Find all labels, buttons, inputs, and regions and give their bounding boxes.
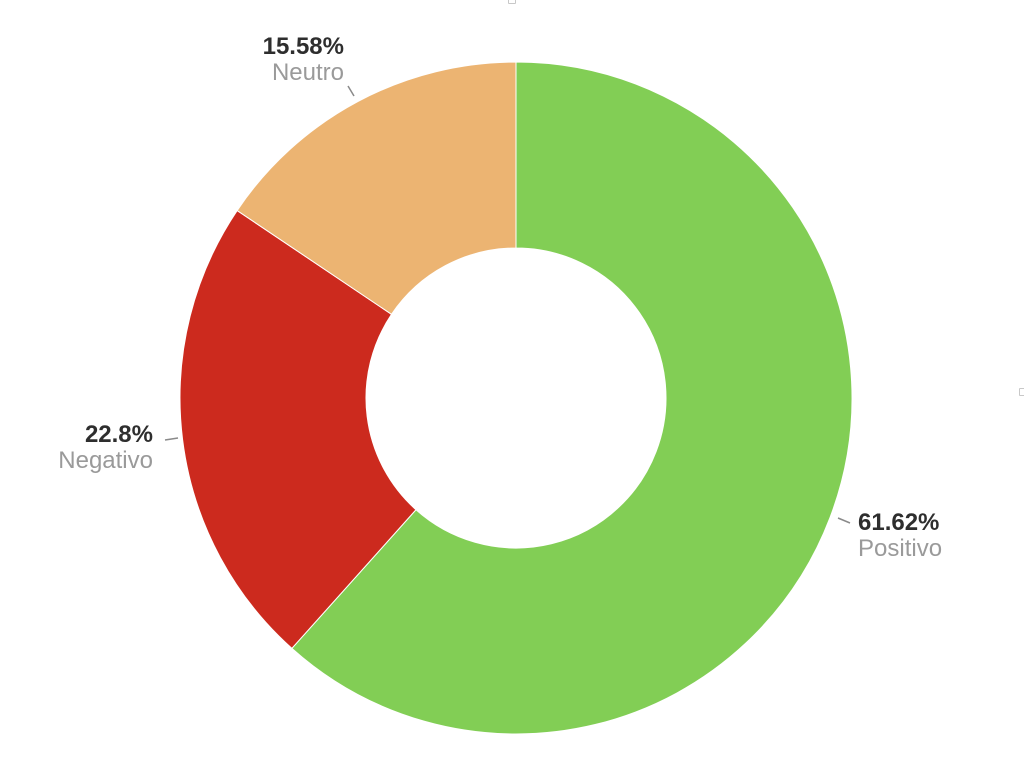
donut-slices xyxy=(179,61,853,735)
leader-line-neutro xyxy=(347,85,355,97)
slice-negativo[interactable] xyxy=(179,209,417,650)
category-label-positivo: Positivo xyxy=(858,535,942,562)
slice-neutro[interactable] xyxy=(236,61,517,316)
resize-handle-top[interactable] xyxy=(508,0,516,4)
category-label-neutro: Neutro xyxy=(272,59,344,86)
slice-positivo[interactable] xyxy=(291,61,853,735)
leader-line-negativo xyxy=(164,437,179,441)
slice-labels: 61.62%Positivo 22.8%Negativo 15.58%Neutro xyxy=(58,33,942,562)
value-label-negativo: 22.8% xyxy=(85,421,153,448)
value-label-positivo: 61.62% xyxy=(858,509,939,536)
category-label-negativo: Negativo xyxy=(58,447,153,474)
value-label-neutro: 15.58% xyxy=(263,33,344,60)
leader-line-positivo xyxy=(837,517,851,524)
resize-handle-right[interactable] xyxy=(1019,388,1024,396)
